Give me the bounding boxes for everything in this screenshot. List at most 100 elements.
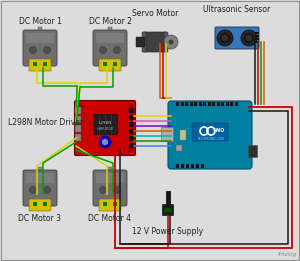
Bar (129, 115, 134, 120)
Bar (103, 202, 107, 206)
Bar (180, 130, 186, 140)
Circle shape (128, 104, 133, 109)
Text: DC Motor 2: DC Motor 2 (88, 17, 131, 26)
Bar (93, 114, 117, 134)
Bar (212, 102, 215, 106)
Circle shape (99, 136, 111, 148)
Bar (196, 164, 199, 168)
Text: Servo Motor: Servo Motor (132, 9, 178, 18)
FancyBboxPatch shape (215, 27, 259, 49)
Bar (208, 102, 211, 106)
Text: DC Motor 3: DC Motor 3 (19, 214, 62, 223)
Circle shape (77, 147, 83, 152)
FancyBboxPatch shape (143, 32, 167, 52)
Bar (186, 164, 189, 168)
FancyBboxPatch shape (93, 170, 127, 206)
Bar (43, 62, 47, 66)
Circle shape (103, 139, 107, 145)
FancyBboxPatch shape (96, 33, 124, 43)
FancyBboxPatch shape (96, 173, 124, 183)
Bar (129, 143, 134, 148)
Text: Ultrasonic Sensor: Ultrasonic Sensor (203, 5, 271, 14)
FancyBboxPatch shape (163, 205, 173, 216)
FancyBboxPatch shape (99, 59, 121, 71)
Bar (255, 32, 259, 34)
Circle shape (113, 187, 121, 193)
Bar (235, 102, 238, 106)
Bar (255, 41, 259, 43)
Bar (38, 27, 42, 34)
Bar (199, 102, 202, 106)
FancyBboxPatch shape (161, 128, 173, 141)
Bar (248, 145, 257, 157)
Text: DC Motor 1: DC Motor 1 (19, 17, 62, 26)
Circle shape (100, 46, 106, 54)
Bar (217, 102, 220, 106)
Bar (181, 102, 184, 106)
Bar (108, 167, 112, 174)
Bar (194, 102, 197, 106)
FancyBboxPatch shape (99, 199, 121, 211)
Text: fritzing: fritzing (278, 252, 297, 257)
Circle shape (169, 39, 173, 44)
Bar (255, 38, 259, 40)
Text: UNO: UNO (213, 128, 225, 133)
Bar (113, 62, 117, 66)
Bar (203, 102, 206, 106)
Circle shape (222, 35, 228, 41)
Bar (136, 37, 145, 47)
Bar (185, 102, 188, 106)
Bar (226, 102, 229, 106)
Circle shape (220, 33, 230, 44)
Bar (103, 62, 107, 66)
FancyBboxPatch shape (168, 101, 252, 169)
Circle shape (244, 33, 254, 44)
Text: DC Motor 4: DC Motor 4 (88, 214, 131, 223)
Text: L298N: L298N (98, 121, 112, 125)
Circle shape (77, 104, 83, 109)
Bar (176, 102, 179, 106)
Bar (129, 136, 134, 141)
FancyBboxPatch shape (23, 30, 57, 66)
Circle shape (29, 46, 37, 54)
Bar (181, 164, 184, 168)
FancyBboxPatch shape (23, 170, 57, 206)
FancyBboxPatch shape (29, 59, 51, 71)
Bar (129, 129, 134, 134)
Bar (33, 202, 37, 206)
FancyBboxPatch shape (26, 33, 54, 43)
Bar (129, 122, 134, 127)
Bar (142, 32, 146, 52)
Bar (221, 102, 224, 106)
Bar (230, 102, 233, 106)
Bar (33, 62, 37, 66)
Bar (176, 145, 182, 151)
Bar (164, 208, 172, 212)
Text: H-BRIDGE: H-BRIDGE (96, 127, 114, 131)
Bar (113, 202, 117, 206)
Bar (75, 116, 81, 122)
Circle shape (217, 30, 233, 46)
Circle shape (44, 46, 50, 54)
Circle shape (29, 187, 37, 193)
Bar (43, 202, 47, 206)
Bar (191, 164, 194, 168)
Circle shape (241, 30, 257, 46)
Bar (75, 133, 81, 140)
FancyBboxPatch shape (74, 100, 136, 156)
FancyBboxPatch shape (29, 199, 51, 211)
Bar (129, 108, 134, 113)
Text: 12 V Power Supply: 12 V Power Supply (132, 227, 204, 236)
Text: L298N Motor Driver: L298N Motor Driver (8, 118, 83, 127)
Circle shape (128, 147, 133, 152)
Bar (190, 102, 193, 106)
Bar (38, 167, 42, 174)
Bar (108, 27, 112, 34)
Circle shape (164, 35, 178, 49)
Circle shape (246, 35, 252, 41)
Bar (75, 106, 81, 114)
Circle shape (113, 46, 121, 54)
Bar (75, 124, 81, 132)
Bar (192, 123, 228, 141)
Circle shape (44, 187, 50, 193)
